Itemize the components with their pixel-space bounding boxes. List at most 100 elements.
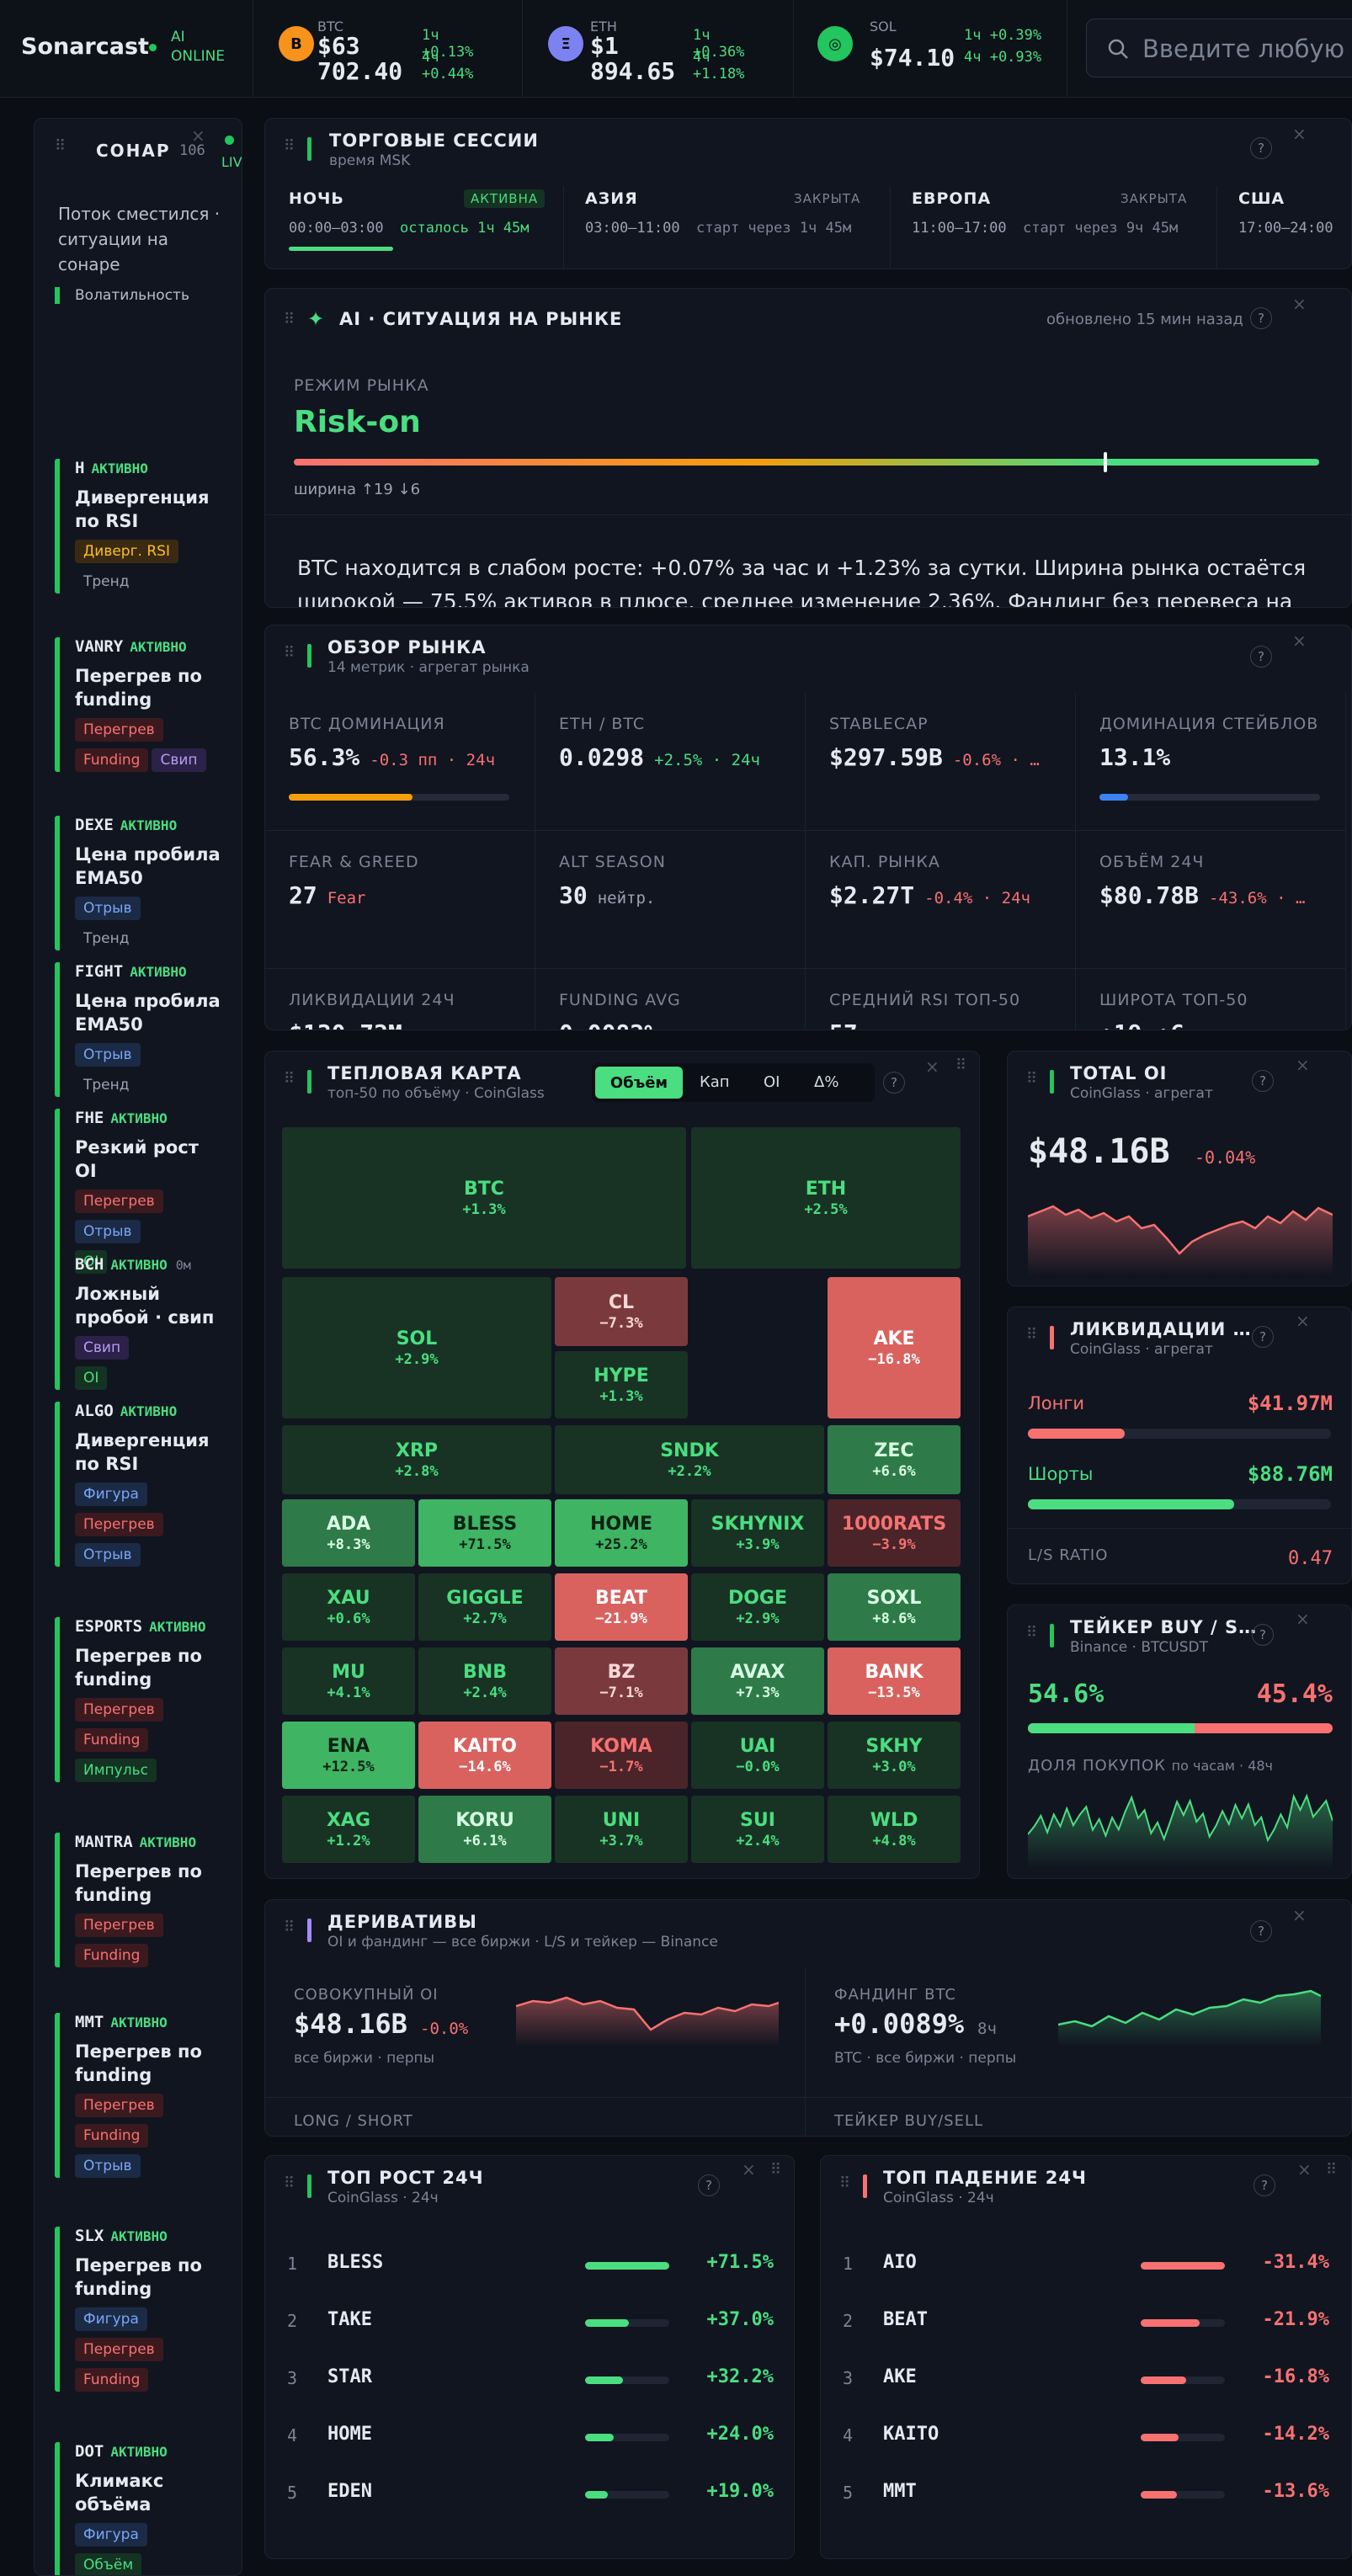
sonar-item[interactable]: MMT АКТИВНО Перегрев по funding Перегрев Fun… xyxy=(55,2013,223,2178)
close-icon[interactable]: × xyxy=(1296,1609,1310,1629)
heatmap-cell[interactable]: SUI +2.4% xyxy=(691,1796,824,1863)
heatmap-cell[interactable]: HYPE +1.3% xyxy=(555,1351,688,1418)
heatmap-cell[interactable]: HOME +25.2% xyxy=(555,1499,688,1567)
heatmap-cell[interactable]: ZEC +6.6% xyxy=(828,1425,961,1494)
help-icon[interactable]: ? xyxy=(1250,646,1272,668)
close-icon[interactable]: × xyxy=(1297,2159,1312,2179)
metric-cell[interactable]: СРЕДНИЙ RSI ТОП-50 57 xyxy=(806,969,1076,1030)
heatmap-cell[interactable]: SOL +2.9% xyxy=(282,1277,551,1418)
ranking-row[interactable]: 5 EDEN +19.0% xyxy=(265,2469,794,2520)
heatmap-cell[interactable]: UNI +3.7% xyxy=(555,1796,688,1863)
heatmap-cell[interactable]: XAG +1.2% xyxy=(282,1796,415,1863)
metric-cell[interactable]: ALT SEASON 30 нейтр. xyxy=(535,831,806,969)
sonar-item[interactable]: ESPORTS АКТИВНО Перегрев по funding Перегре… xyxy=(55,1617,223,1782)
heatmap-cell[interactable]: KORU +6.1% xyxy=(418,1796,551,1863)
heatmap-cell[interactable]: AKE −16.8% xyxy=(828,1277,961,1418)
heatmap-cell[interactable]: DOGE +2.9% xyxy=(691,1573,824,1641)
metric-cell[interactable]: ДОМИНАЦИЯ СТЕЙБЛОВ 13.1% xyxy=(1076,693,1346,831)
metric-cell[interactable]: ШИРОТА ТОП-50 ↑19 ↓6 xyxy=(1076,969,1346,1030)
ranking-row[interactable]: 1 AIO -31.4% xyxy=(821,2240,1351,2291)
heatmap-cell[interactable]: SNDK +2.2% xyxy=(555,1425,824,1494)
drag-handle-icon[interactable]: ⠿ xyxy=(839,2174,851,2192)
ranking-row[interactable]: 2 TAKE +37.0% xyxy=(265,2297,794,2348)
tab-delta[interactable]: Δ% xyxy=(814,1073,839,1091)
drag-handle-icon[interactable]: ⠿ xyxy=(284,1919,295,1936)
heatmap-cell[interactable]: MU +4.1% xyxy=(282,1647,415,1715)
heatmap-cell[interactable]: SKHY +3.0% xyxy=(828,1722,961,1789)
heatmap-cell[interactable]: WLD +4.8% xyxy=(828,1796,961,1863)
drag-handle-icon[interactable]: ⠿ xyxy=(284,311,295,328)
help-icon[interactable]: ? xyxy=(1252,1326,1274,1348)
metric-cell[interactable]: КАП. РЫНКА $2.27T -0.4% · 24ч xyxy=(806,831,1076,969)
heatmap-cell[interactable]: KAITO −14.6% xyxy=(418,1722,551,1789)
ranking-row[interactable]: 3 STAR +32.2% xyxy=(265,2355,794,2405)
help-icon[interactable]: ? xyxy=(1252,1070,1274,1092)
ranking-row[interactable]: 1 BLESS +71.5% xyxy=(265,2240,794,2291)
tab-cap[interactable]: Кап xyxy=(700,1073,730,1091)
heatmap-cell[interactable]: ENA +12.5% xyxy=(282,1722,415,1789)
heatmap-cell[interactable]: CL −7.3% xyxy=(555,1277,688,1346)
heatmap-cell[interactable]: ETH +2.5% xyxy=(691,1127,961,1269)
ranking-row[interactable]: 2 BEAT -21.9% xyxy=(821,2297,1351,2348)
heatmap-cell[interactable]: XRP +2.8% xyxy=(282,1425,551,1494)
help-icon[interactable]: ? xyxy=(883,1072,905,1094)
drag-handle-icon[interactable]: ⠿ xyxy=(1326,2161,1338,2179)
sonar-item[interactable]: BCH АКТИВНО 0м Ложный пробой · свип Свип OI xyxy=(55,1255,223,1390)
tab-volume[interactable]: Объём xyxy=(595,1067,683,1099)
metric-cell[interactable]: ОБЪЁМ 24Ч $80.78B -43.6% · … xyxy=(1076,831,1346,969)
drag-handle-icon[interactable]: ⠿ xyxy=(955,1056,967,1074)
heatmap-cell[interactable]: BEAT −21.9% xyxy=(555,1573,688,1641)
help-icon[interactable]: ? xyxy=(1250,137,1272,159)
drag-handle-icon[interactable]: ⠿ xyxy=(770,2161,782,2179)
metric-cell[interactable]: FEAR & GREED 27 Fear xyxy=(265,831,535,969)
ranking-row[interactable]: 4 HOME +24.0% xyxy=(265,2412,794,2462)
close-icon[interactable]: × xyxy=(1296,1311,1310,1331)
close-icon[interactable]: × xyxy=(1292,631,1307,651)
heatmap-cell[interactable]: ADA +8.3% xyxy=(282,1499,415,1567)
help-icon[interactable]: ? xyxy=(1252,1624,1274,1646)
app-logo[interactable]: Sonarcast xyxy=(21,34,149,60)
drag-handle-icon[interactable]: ⠿ xyxy=(55,137,67,155)
sonar-filter[interactable]: Волатильность xyxy=(55,287,189,304)
metric-cell[interactable]: ЛИКВИДАЦИИ 24Ч $130.72M L/S 0.47 xyxy=(265,969,535,1030)
metric-cell[interactable]: STABLECAP $297.59B -0.6% · … xyxy=(806,693,1076,831)
heatmap-cell[interactable]: UAI −0.0% xyxy=(691,1722,824,1789)
close-icon[interactable]: × xyxy=(191,125,205,146)
heatmap-cell[interactable]: BANK −13.5% xyxy=(828,1647,961,1715)
help-icon[interactable]: ? xyxy=(698,2174,720,2196)
heatmap-cell[interactable]: SOXL +8.6% xyxy=(828,1573,961,1641)
drag-handle-icon[interactable]: ⠿ xyxy=(284,137,295,155)
metric-cell[interactable]: BTC ДОМИНАЦИЯ 56.3% -0.3 пп · 24ч xyxy=(265,693,535,831)
heatmap-cell[interactable]: XAU +0.6% xyxy=(282,1573,415,1641)
metric-cell[interactable]: FUNDING AVG 0.0082% xyxy=(535,969,806,1030)
drag-handle-icon[interactable]: ⠿ xyxy=(284,2174,295,2192)
metric-cell[interactable]: ETH / BTC 0.0298 +2.5% · 24ч xyxy=(535,693,806,831)
close-icon[interactable]: × xyxy=(1292,124,1307,144)
ticker-sol[interactable]: ◎ SOL $74.10 1ч +0.39% 4ч +0.93% xyxy=(793,0,1067,98)
sonar-item[interactable]: H АКТИВНО Дивергенция по RSI Диверг. RSI Тре… xyxy=(55,459,223,593)
close-icon[interactable]: × xyxy=(1292,1905,1307,1925)
help-icon[interactable]: ? xyxy=(1250,1920,1272,1942)
sonar-item[interactable]: SLX АКТИВНО Перегрев по funding Фигура Перег… xyxy=(55,2227,223,2392)
heatmap-cell[interactable]: BLESS +71.5% xyxy=(418,1499,551,1567)
heatmap-cell[interactable]: 1000RATS −3.9% xyxy=(828,1499,961,1567)
sonar-item[interactable]: FIGHT АКТИВНО Цена пробила EMA50 Отрыв Тренд xyxy=(55,962,223,1097)
sonar-item[interactable]: FHE АКТИВНО Резкий рост OI Перегрев Отрыв OI xyxy=(55,1109,223,1274)
close-icon[interactable]: × xyxy=(925,1056,939,1077)
drag-handle-icon[interactable]: ⠿ xyxy=(1026,1624,1038,1642)
heatmap-cell[interactable]: KOMA −1.7% xyxy=(555,1722,688,1789)
help-icon[interactable]: ? xyxy=(1250,307,1272,329)
tab-oi[interactable]: OI xyxy=(764,1073,780,1091)
sonar-item[interactable]: DEXE АКТИВНО Цена пробила EMA50 Отрыв Тренд xyxy=(55,816,223,950)
close-icon[interactable]: × xyxy=(1296,1055,1310,1075)
heatmap-cell[interactable]: BZ −7.1% xyxy=(555,1647,688,1715)
heatmap-cell[interactable]: GIGGLE +2.7% xyxy=(418,1573,551,1641)
search-input[interactable]: Введите любую м xyxy=(1086,19,1352,77)
ticker-eth[interactable]: Ξ ETH $1 894.65 1ч +0.36% 4ч +1.18% xyxy=(522,0,744,98)
drag-handle-icon[interactable]: ⠿ xyxy=(284,1070,295,1088)
heatmap-cell[interactable]: BTC +1.3% xyxy=(282,1127,686,1269)
heatmap-cell[interactable]: AVAX +7.3% xyxy=(691,1647,824,1715)
heatmap-cell[interactable]: SKHYNIX +3.9% xyxy=(691,1499,824,1567)
drag-handle-icon[interactable]: ⠿ xyxy=(284,644,295,662)
